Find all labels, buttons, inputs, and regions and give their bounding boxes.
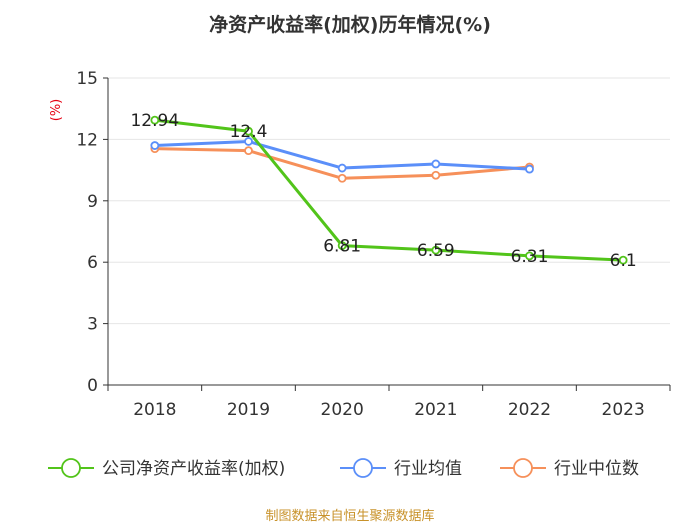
x-tick-label: 2020 <box>321 400 364 420</box>
source-note: 制图数据来自恒生聚源数据库 <box>265 508 434 524</box>
data-point <box>525 164 534 174</box>
y-tick-label: 12 <box>76 130 98 150</box>
data-point <box>150 115 160 125</box>
series-line-2 <box>154 147 530 180</box>
x-tick-label: 2023 <box>602 400 645 420</box>
x-tick-label: 2022 <box>508 400 551 420</box>
x-tick-label: 2021 <box>414 400 457 420</box>
legend-label-2: 行业中位数 <box>554 459 639 479</box>
legend: 公司净资产收益率(加权) 行业均值 行业中位数 <box>48 458 639 479</box>
data-label: 12.94 <box>130 111 179 131</box>
data-point <box>337 163 347 173</box>
data-point <box>431 170 441 180</box>
legend-marker-2 <box>513 458 533 478</box>
y-tick-label: 3 <box>87 315 98 335</box>
data-label: 6.81 <box>323 237 361 257</box>
y-tick-label: 15 <box>76 69 98 89</box>
data-point <box>431 159 441 169</box>
data-label: 6.31 <box>511 247 549 267</box>
grid-lines <box>108 77 670 325</box>
data-point <box>244 126 253 136</box>
y-tick-label: 0 <box>87 376 98 396</box>
y-axis-unit-label: (%) <box>49 99 64 122</box>
data-point <box>431 245 441 255</box>
legend-label-0: 公司净资产收益率(加权) <box>102 459 285 479</box>
legend-label-1: 行业均值 <box>394 459 462 479</box>
data-label: 12.4 <box>230 122 268 142</box>
data-labels: 12.94 12.4 6.81 6.59 6.31 6.1 <box>130 111 636 271</box>
y-tick-label: 6 <box>87 253 98 273</box>
series-line-0 <box>154 118 624 262</box>
data-label: 6.1 <box>610 251 637 271</box>
series-group <box>150 115 628 265</box>
data-label: 6.59 <box>417 241 455 261</box>
data-point <box>244 137 253 146</box>
data-point <box>337 173 347 183</box>
x-tick-label: 2019 <box>227 400 270 420</box>
x-tick-label: 2018 <box>133 400 176 420</box>
y-tick-label: 9 <box>87 192 98 212</box>
axes: 0 3 6 9 12 15 2018 2019 2020 2021 2022 2023 <box>76 69 671 420</box>
data-point <box>618 255 628 265</box>
data-point <box>150 141 160 150</box>
data-point <box>525 251 534 261</box>
data-point <box>244 146 253 156</box>
chart-title: 净资产收益率(加权)历年情况(%) <box>209 13 491 36</box>
legend-marker-1 <box>353 458 373 478</box>
data-point <box>337 241 347 251</box>
legend-marker-0 <box>61 458 81 478</box>
